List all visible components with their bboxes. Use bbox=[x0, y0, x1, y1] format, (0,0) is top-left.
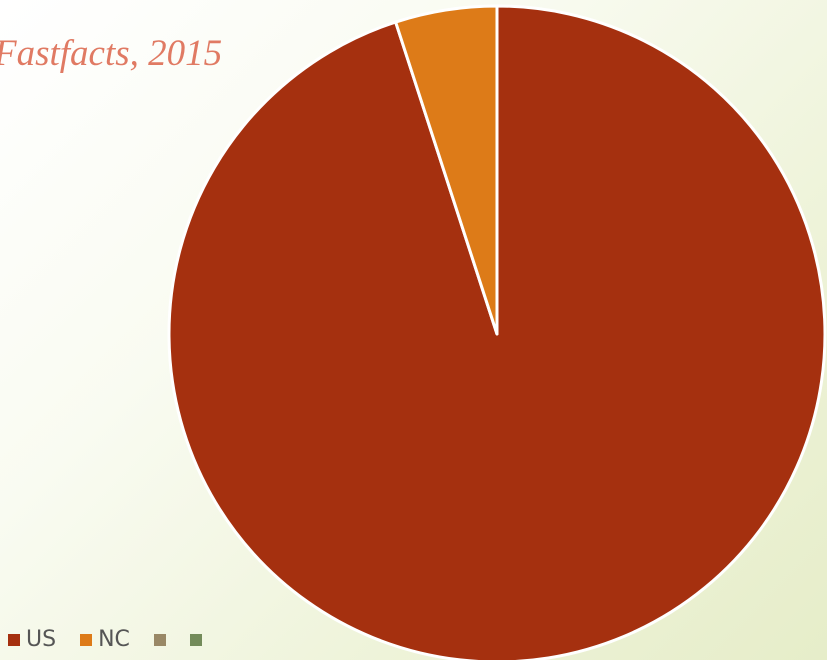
legend-item bbox=[189, 634, 202, 646]
pie-slices bbox=[167, 4, 827, 660]
legend-item bbox=[153, 634, 166, 646]
legend-swatch bbox=[153, 634, 166, 646]
pie-slice-nc bbox=[394, 4, 499, 336]
legend-item: US bbox=[8, 627, 56, 653]
legend-label: NC bbox=[98, 627, 130, 652]
chart-legend: US NC bbox=[8, 627, 202, 653]
legend-item: NC bbox=[80, 627, 130, 653]
source-caption: Fastfacts, 2015 bbox=[0, 33, 223, 74]
legend-swatch bbox=[8, 634, 20, 646]
legend-swatch bbox=[189, 634, 202, 646]
legend-label: US bbox=[26, 627, 57, 652]
legend-swatch bbox=[80, 634, 93, 646]
